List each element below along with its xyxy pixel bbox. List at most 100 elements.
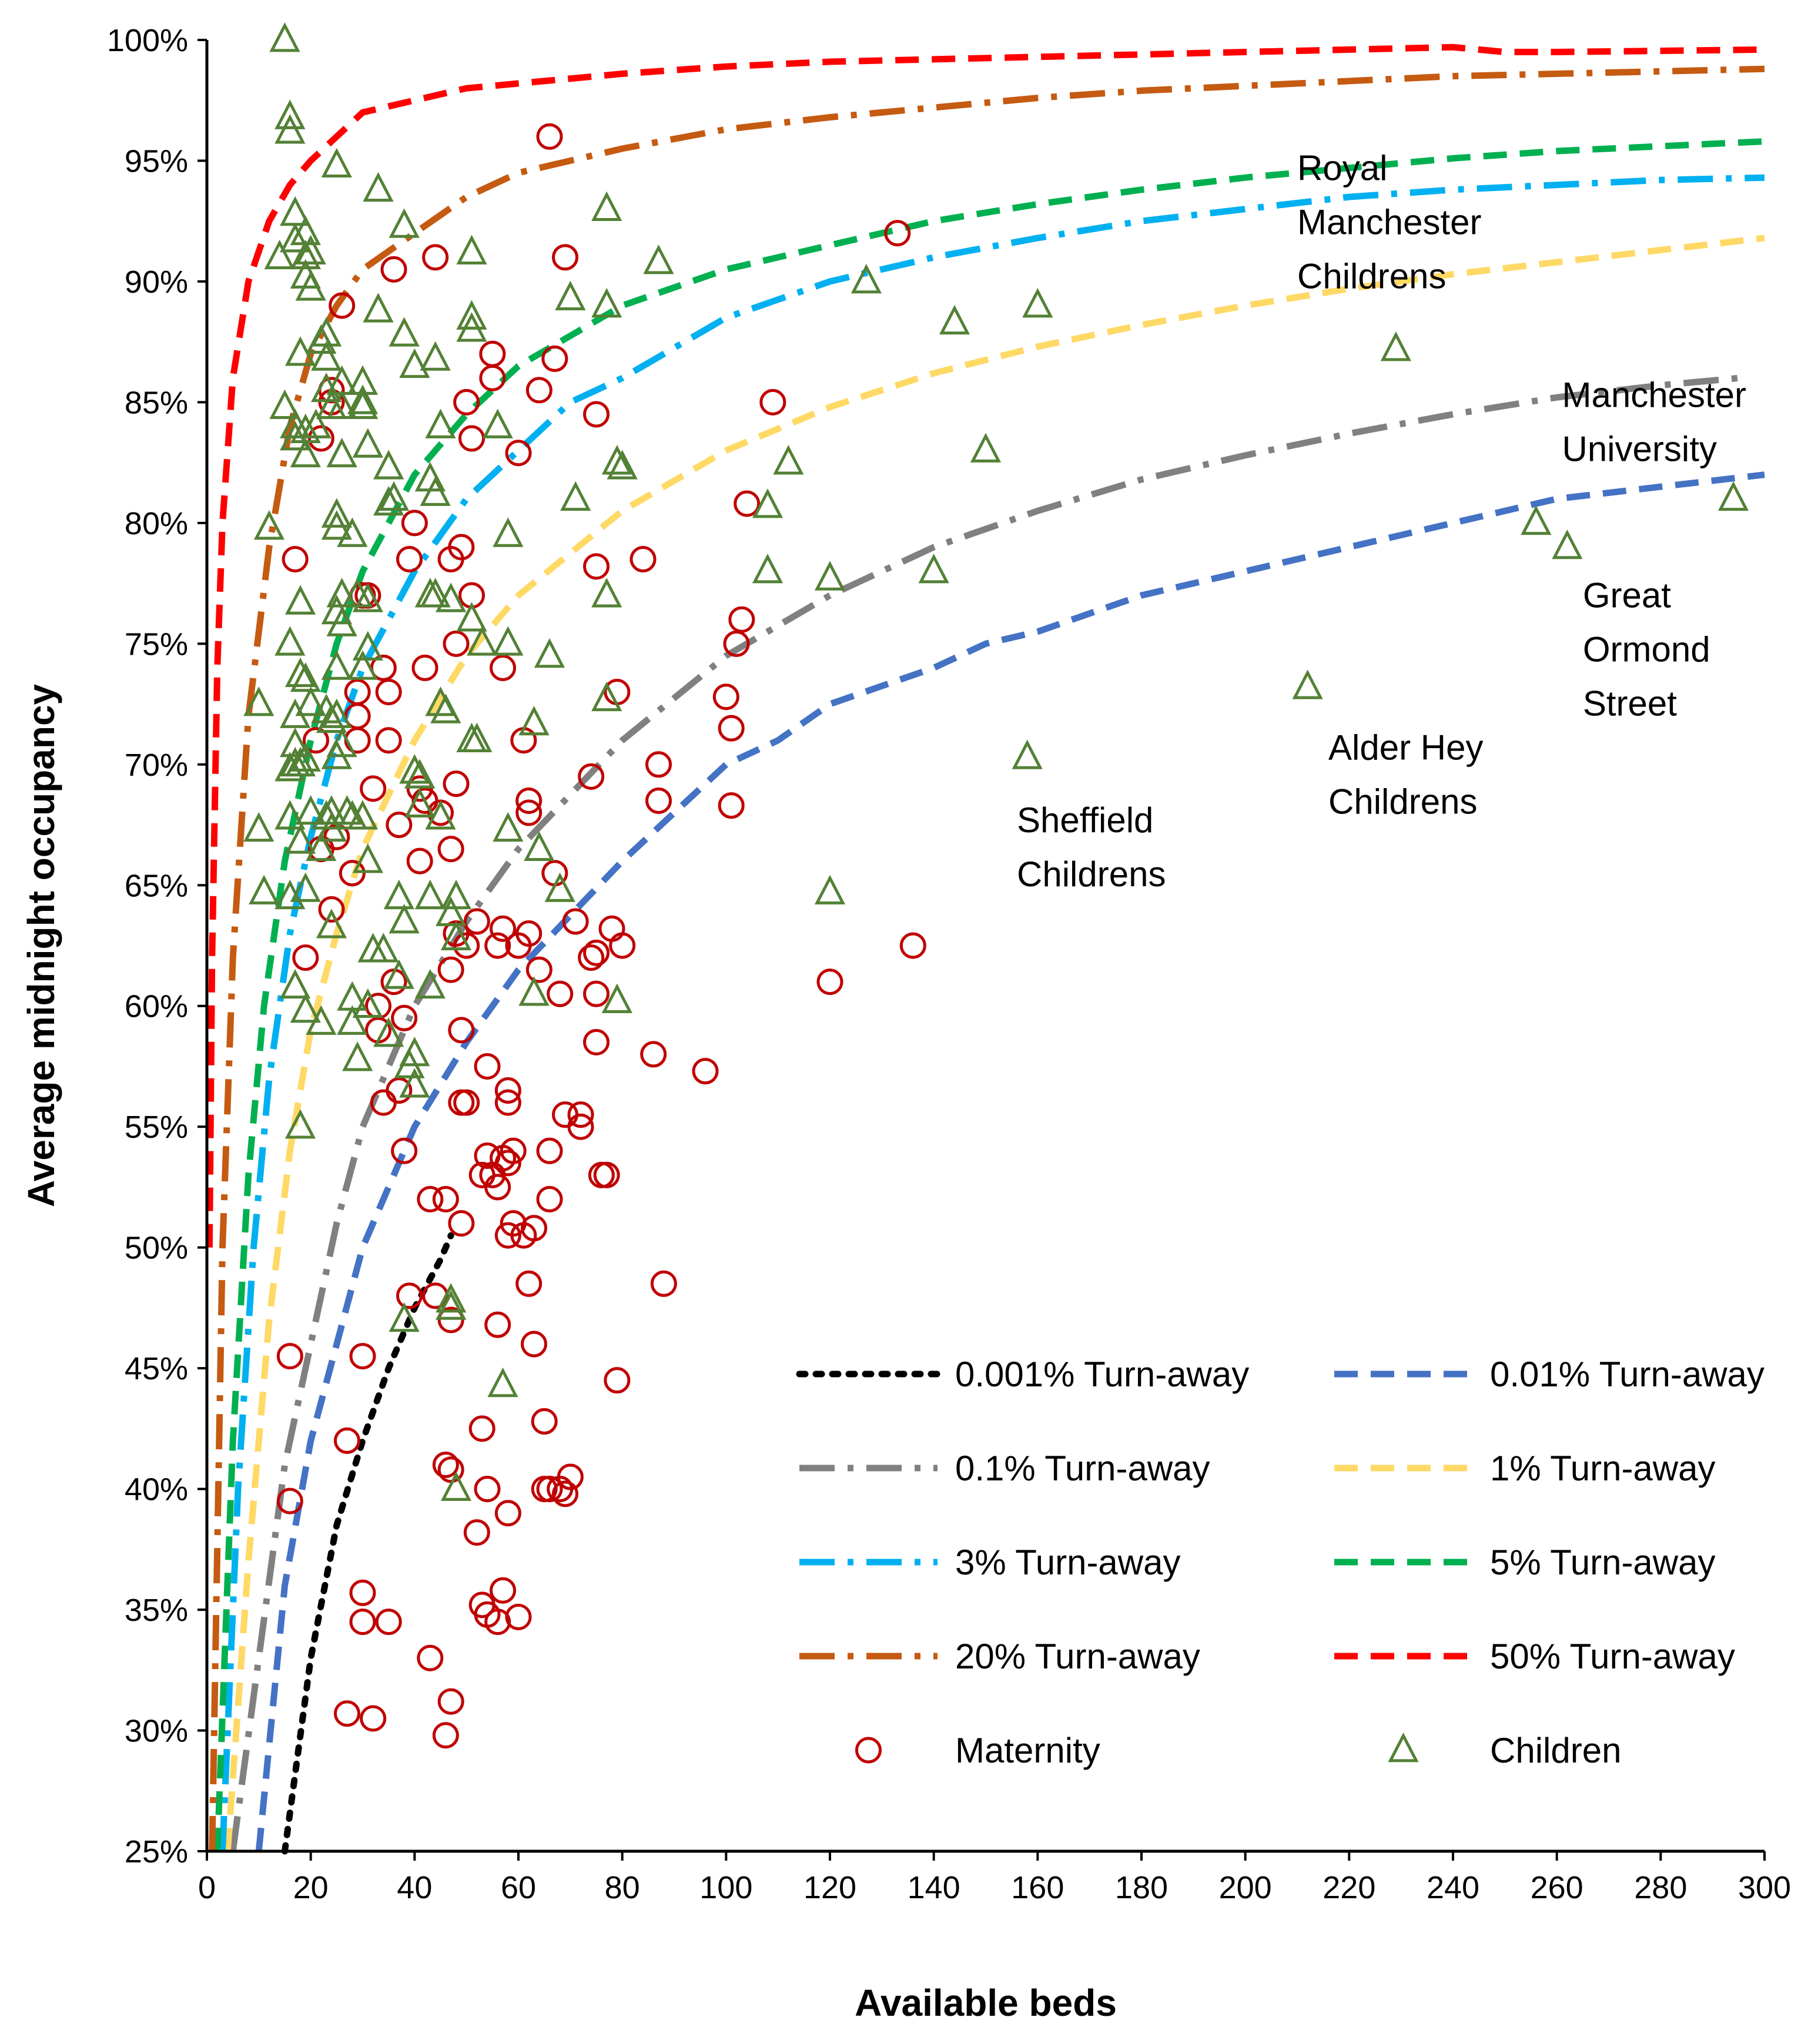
children-point [321, 498, 352, 528]
children-point [352, 582, 383, 612]
children-point [461, 722, 493, 753]
maternity-point [515, 787, 543, 814]
children-point [436, 1290, 467, 1320]
children-point [300, 408, 332, 438]
maternity-point [640, 1041, 667, 1068]
children-point [436, 896, 467, 926]
children-point [316, 909, 347, 939]
legend-item-5-turn-away: 5% Turn-away [1334, 1543, 1716, 1582]
maternity-point [422, 1282, 449, 1309]
children-point [752, 488, 784, 518]
x-tick-label: 80 [605, 1870, 640, 1905]
children-point [773, 445, 804, 475]
children-point [420, 341, 451, 371]
maternity-point [318, 896, 345, 923]
maternity-point [386, 1077, 413, 1104]
children-point [534, 638, 565, 668]
children-point [493, 517, 524, 547]
maternity-point [344, 727, 371, 754]
children-point [399, 1068, 430, 1098]
annotation-line: Childrens [1017, 855, 1166, 894]
maternity-point [386, 812, 413, 839]
maternity-point [645, 751, 672, 778]
children-point [1022, 288, 1053, 318]
annotation-great-ormond-street: Great Ormond Street [1583, 576, 1710, 723]
maternity-point [391, 1004, 418, 1031]
children-point [306, 831, 337, 861]
children-point [456, 602, 487, 632]
children-point [430, 693, 461, 723]
y-tick-label: 30% [125, 1714, 188, 1749]
children-point [295, 234, 326, 264]
children-point [752, 554, 784, 584]
children-point [404, 788, 436, 817]
maternity-point [494, 1500, 521, 1527]
turn-away-curves [206, 43, 1765, 1855]
children-point [347, 800, 379, 830]
children-point [939, 304, 970, 335]
maternity-point [645, 787, 672, 814]
maternity-point [432, 1185, 459, 1212]
children-point [399, 348, 430, 378]
y-tick-label: 65% [125, 868, 188, 903]
maternity-point [453, 1089, 480, 1116]
maternity-point [396, 546, 423, 573]
legend-item-0-1-turn-away: 0.1% Turn-away [799, 1449, 1210, 1488]
maternity-point [494, 1077, 521, 1104]
children-point [440, 879, 472, 910]
maternity-point [411, 654, 438, 681]
children-point [373, 450, 404, 480]
maternity-point [463, 1519, 490, 1546]
maternity-point [443, 770, 470, 798]
maternity-point [536, 123, 563, 150]
legend-label: 0.1% Turn-away [955, 1449, 1210, 1488]
legend-item-50-turn-away: 50% Turn-away [1334, 1637, 1735, 1676]
children-point [290, 239, 321, 270]
children-point [295, 795, 326, 825]
curve-3-turn-away [219, 174, 1765, 1852]
children-point [295, 686, 326, 716]
children-point [274, 752, 306, 782]
legend-label: 50% Turn-away [1490, 1637, 1735, 1676]
children-point [493, 812, 524, 842]
x-tick-label: 260 [1531, 1870, 1583, 1905]
children-point [524, 831, 555, 861]
children-point [274, 114, 306, 144]
children-point [440, 1471, 472, 1501]
maternity-point [282, 546, 309, 573]
curve-5-turn-away [214, 138, 1765, 1852]
maternity-point [276, 1487, 303, 1514]
maternity-point [490, 654, 516, 681]
y-tick-label: 35% [125, 1593, 188, 1628]
maternity-point [490, 1577, 516, 1604]
children-point [814, 874, 846, 904]
y-tick-label: 85% [125, 385, 188, 420]
maternity-point [484, 1174, 511, 1201]
x-tick-label: 300 [1738, 1870, 1791, 1905]
maternity-point [375, 727, 402, 754]
x-tick-label: 40 [397, 1870, 432, 1905]
maternity-point [490, 915, 516, 942]
children-point [1552, 529, 1583, 559]
maternity-point [474, 1476, 501, 1503]
children-point [326, 607, 357, 636]
maternity-point [432, 1722, 459, 1749]
annotation-line: Great [1583, 576, 1671, 615]
annotation-line: Childrens [1328, 782, 1477, 822]
maternity-point [515, 799, 543, 826]
maternity-point [349, 1579, 376, 1606]
maternity-point [375, 679, 402, 706]
maternity-point [334, 1700, 360, 1727]
curve-20-turn-away [209, 65, 1765, 1852]
children-point [643, 244, 674, 274]
children-point [591, 681, 622, 712]
y-tick-label: 40% [125, 1472, 188, 1507]
children-point [290, 872, 321, 902]
children-point [352, 843, 383, 873]
maternity-point [505, 1603, 532, 1630]
maternity-point [307, 425, 334, 452]
children-point [269, 22, 300, 52]
children-point [425, 408, 456, 438]
maternity-point [406, 847, 433, 874]
